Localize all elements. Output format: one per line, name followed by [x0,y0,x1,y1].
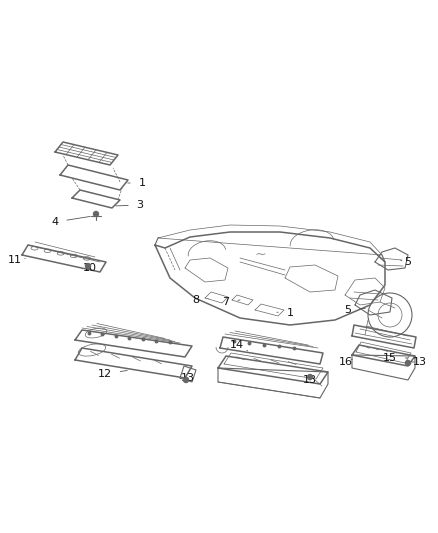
Circle shape [85,263,91,269]
Text: 16: 16 [339,357,353,367]
Circle shape [93,212,99,216]
Text: 13: 13 [412,357,427,367]
Text: ~: ~ [254,248,266,262]
Text: 13: 13 [181,373,195,383]
Text: 8: 8 [192,295,208,305]
Text: 7: 7 [223,297,240,307]
Text: 1: 1 [277,308,293,318]
Text: 15: 15 [383,353,408,363]
Text: 3: 3 [116,200,144,210]
Text: 13: 13 [303,375,317,385]
Text: 4: 4 [51,216,90,227]
Text: 14: 14 [230,340,247,351]
Text: 10: 10 [83,263,97,273]
Text: 5: 5 [345,305,365,315]
Circle shape [184,377,188,383]
Circle shape [307,375,312,379]
Circle shape [406,360,410,366]
Text: 12: 12 [98,369,127,379]
Text: 5: 5 [401,257,411,267]
Text: 11: 11 [8,255,25,265]
Text: 1: 1 [128,178,145,188]
